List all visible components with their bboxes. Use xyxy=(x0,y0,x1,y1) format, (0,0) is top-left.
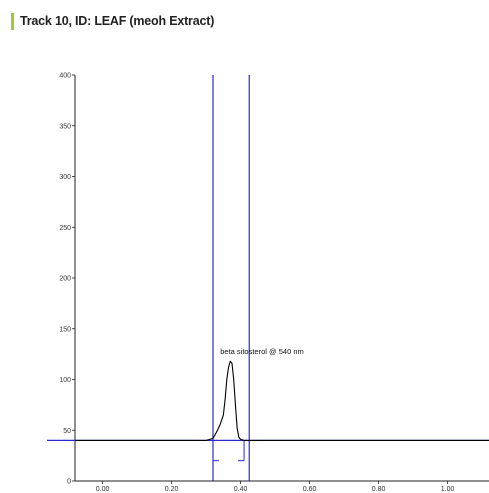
y-tick-label: 350 xyxy=(59,123,71,130)
y-tick-label: 0 xyxy=(67,479,71,486)
y-tick-label: 300 xyxy=(59,174,71,181)
y-tick-label: 200 xyxy=(59,276,71,283)
densitogram-trace xyxy=(75,360,489,441)
chart-title: Track 10, ID: LEAF (meoh Extract) xyxy=(20,14,215,28)
peak-annotation: beta sitosterol @ 540 nm xyxy=(220,347,304,356)
x-tick-label: 1.00 xyxy=(441,486,455,493)
x-tick-label: 0.20 xyxy=(165,486,179,493)
y-tick-label: 400 xyxy=(59,73,71,80)
y-tick-label: 100 xyxy=(59,377,71,384)
x-tick-label: 0.60 xyxy=(303,486,317,493)
x-tick-label: 0.40 xyxy=(234,486,248,493)
x-tick-label: 0.80 xyxy=(372,486,386,493)
y-tick-label: 150 xyxy=(59,326,71,333)
y-tick-label: 50 xyxy=(63,428,71,435)
y-tick-label: 250 xyxy=(59,225,71,232)
title-accent-bar xyxy=(11,12,14,30)
x-tick-label: 0.00 xyxy=(96,486,110,493)
chart-header: Track 10, ID: LEAF (meoh Extract) xyxy=(11,12,214,30)
